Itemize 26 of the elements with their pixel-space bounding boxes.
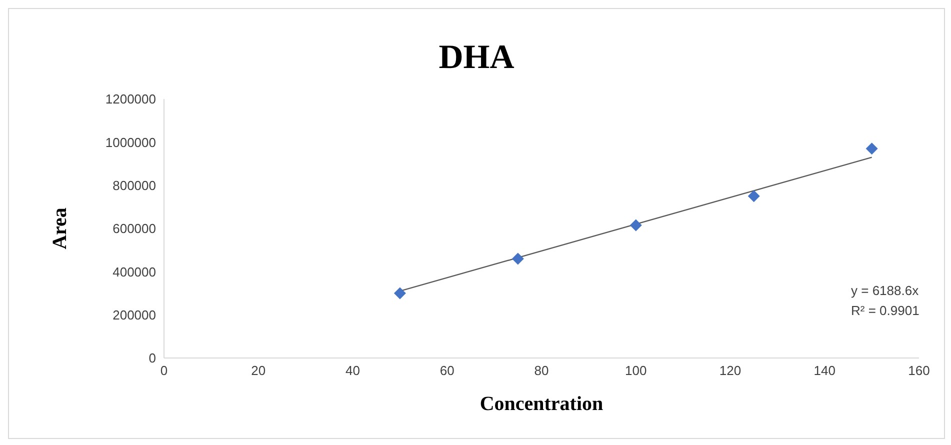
x-tick-label: 0 [160, 363, 168, 378]
y-axis-title: Area [49, 208, 72, 250]
chart-title: DHA [438, 39, 516, 77]
annotation: y = 6188.6x [851, 282, 920, 300]
y-tick-label: 0 [148, 350, 156, 366]
y-tick-label: 400000 [112, 264, 156, 280]
x-tick-label: 160 [908, 363, 930, 378]
x-tick-label: 80 [534, 363, 549, 378]
point [630, 219, 642, 232]
point [394, 287, 406, 300]
y-tick-label: 200000 [112, 307, 156, 322]
x-tick-label: 100 [625, 363, 647, 378]
x-axis-title: Concentration [480, 393, 604, 415]
x-tick-label: 40 [346, 363, 360, 378]
annotation: R² = 0.9901 [851, 302, 920, 320]
y-tick-label: 600000 [112, 221, 156, 236]
y-tick-label: 1000000 [105, 134, 156, 150]
y-tick-label: 800000 [112, 178, 156, 193]
x-tick-label: 120 [719, 363, 742, 378]
x-tick-label: 60 [440, 363, 454, 378]
x-tick-label: 20 [251, 363, 266, 378]
point [748, 190, 760, 202]
point [512, 252, 524, 265]
point [866, 142, 878, 155]
x-tick-label: 140 [814, 363, 836, 378]
y-tick-label: 1200000 [105, 92, 156, 107]
